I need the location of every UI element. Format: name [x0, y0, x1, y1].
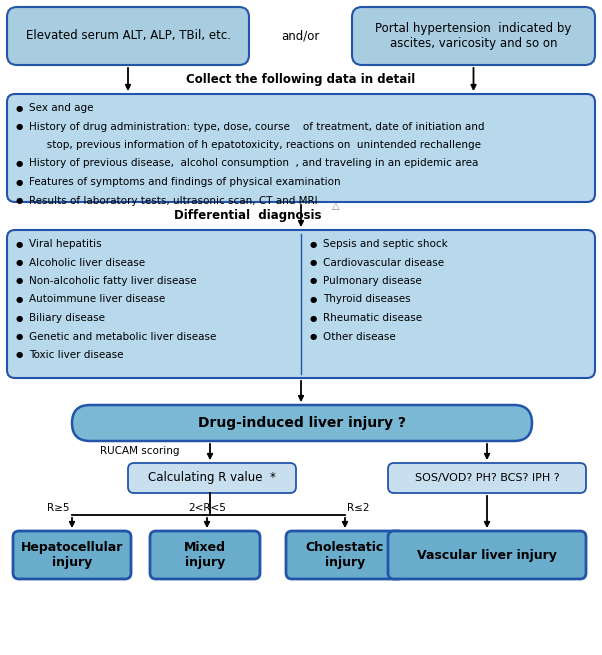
Text: Results of laboratory tests, ultrasonic scan, CT and MRI: Results of laboratory tests, ultrasonic …: [29, 195, 318, 206]
Text: Rheumatic disease: Rheumatic disease: [323, 313, 422, 323]
Text: ●: ●: [309, 276, 317, 286]
Text: ●: ●: [16, 178, 23, 187]
FancyBboxPatch shape: [128, 463, 296, 493]
FancyBboxPatch shape: [72, 405, 532, 441]
Text: RUCAM scoring: RUCAM scoring: [101, 446, 180, 456]
Text: ●: ●: [16, 350, 23, 360]
Text: ●: ●: [16, 314, 23, 322]
Text: Drug-induced liver injury ?: Drug-induced liver injury ?: [198, 416, 406, 430]
Text: and/or: and/or: [281, 29, 319, 43]
Text: ●: ●: [16, 276, 23, 286]
Text: Differential  diagnosis: Differential diagnosis: [174, 210, 321, 223]
Text: Mixed
injury: Mixed injury: [184, 541, 226, 569]
FancyBboxPatch shape: [13, 531, 131, 579]
FancyBboxPatch shape: [7, 7, 249, 65]
Text: Calculating R value  *: Calculating R value *: [148, 472, 276, 485]
Text: Sex and age: Sex and age: [29, 103, 93, 113]
Text: ●: ●: [309, 295, 317, 304]
FancyBboxPatch shape: [352, 7, 595, 65]
Text: History of drug administration: type, dose, course    of treatment, date of init: History of drug administration: type, do…: [29, 121, 485, 132]
Text: R≥5: R≥5: [48, 503, 70, 513]
Text: Toxic liver disease: Toxic liver disease: [29, 350, 123, 360]
FancyBboxPatch shape: [150, 531, 260, 579]
Text: Alcoholic liver disease: Alcoholic liver disease: [29, 257, 145, 267]
Text: stop, previous information of h epatotoxicity, reactions on  unintended rechalle: stop, previous information of h epatotox…: [37, 140, 481, 150]
FancyBboxPatch shape: [7, 94, 595, 202]
Text: ●: ●: [16, 332, 23, 341]
Text: Collect the following data in detail: Collect the following data in detail: [187, 73, 415, 86]
Text: Pulmonary disease: Pulmonary disease: [323, 276, 422, 286]
Text: R≤2: R≤2: [347, 503, 370, 513]
Text: Portal hypertension  indicated by
ascites, varicosity and so on: Portal hypertension indicated by ascites…: [375, 22, 572, 50]
Text: ●: ●: [309, 240, 317, 248]
FancyBboxPatch shape: [388, 463, 586, 493]
Text: History of previous disease,  alcohol consumption  , and traveling in an epidemi: History of previous disease, alcohol con…: [29, 159, 479, 168]
Text: ●: ●: [16, 258, 23, 267]
Text: ●: ●: [16, 103, 23, 113]
Text: △: △: [332, 201, 340, 211]
Text: Viral hepatitis: Viral hepatitis: [29, 239, 102, 249]
Text: Biliary disease: Biliary disease: [29, 313, 105, 323]
Text: ●: ●: [309, 332, 317, 341]
Text: Autoimmune liver disease: Autoimmune liver disease: [29, 295, 166, 305]
Text: SOS/VOD? PH? BCS? IPH ?: SOS/VOD? PH? BCS? IPH ?: [415, 473, 559, 483]
Text: ●: ●: [16, 122, 23, 131]
Text: ●: ●: [16, 159, 23, 168]
Text: Thyroid diseases: Thyroid diseases: [323, 295, 411, 305]
Text: Features of symptoms and findings of physical examination: Features of symptoms and findings of phy…: [29, 177, 341, 187]
Text: ●: ●: [309, 314, 317, 322]
Text: Vascular liver injury: Vascular liver injury: [417, 548, 557, 561]
Text: Genetic and metabolic liver disease: Genetic and metabolic liver disease: [29, 331, 216, 341]
Text: Sepsis and septic shock: Sepsis and septic shock: [323, 239, 448, 249]
Text: ●: ●: [16, 295, 23, 304]
Text: Elevated serum ALT, ALP, TBil, etc.: Elevated serum ALT, ALP, TBil, etc.: [25, 29, 231, 43]
Text: Hepatocellular
injury: Hepatocellular injury: [21, 541, 123, 569]
Text: ●: ●: [16, 240, 23, 248]
Text: Other disease: Other disease: [323, 331, 396, 341]
Text: ●: ●: [309, 258, 317, 267]
FancyBboxPatch shape: [388, 531, 586, 579]
Text: Cardiovascular disease: Cardiovascular disease: [323, 257, 444, 267]
Text: Non-alcoholic fatty liver disease: Non-alcoholic fatty liver disease: [29, 276, 197, 286]
Text: Cholestatic
injury: Cholestatic injury: [306, 541, 384, 569]
FancyBboxPatch shape: [7, 230, 595, 378]
Text: 2<R<5: 2<R<5: [188, 503, 226, 513]
Text: ●: ●: [16, 196, 23, 205]
FancyBboxPatch shape: [286, 531, 404, 579]
